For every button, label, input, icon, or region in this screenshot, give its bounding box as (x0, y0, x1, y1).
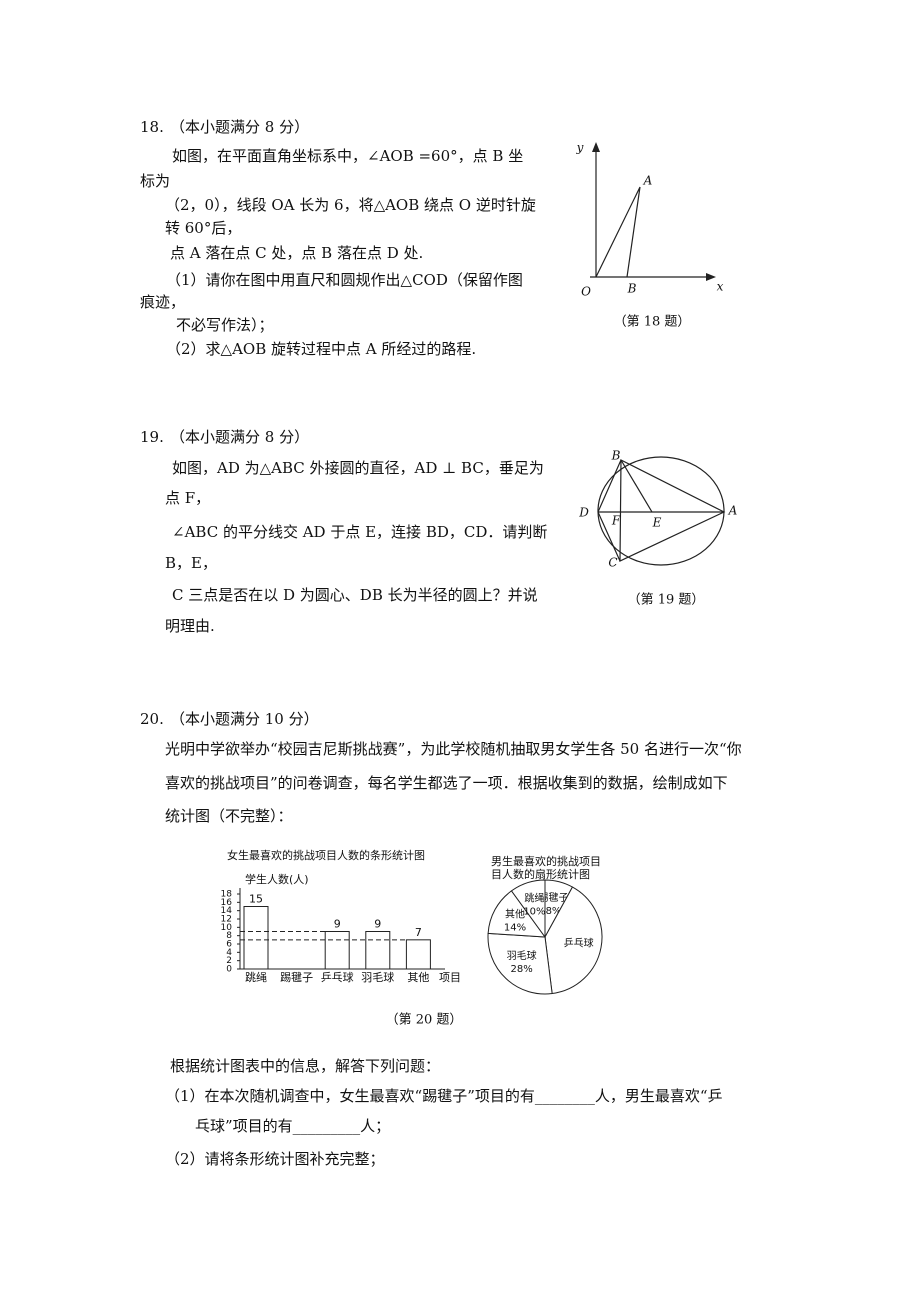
point-label: O (581, 285, 591, 299)
problem-score: （本小题满分 8 分） (170, 118, 309, 136)
bar (324, 931, 350, 970)
y-tick-label: 6 (226, 940, 232, 950)
text-line: ∠ABC 的平分线交 AD 于点 E，连接 BD，CD．请判断 (172, 523, 547, 541)
text-line: 根据统计图表中的信息，解答下列问题： (170, 1057, 440, 1075)
slice-value: 28% (510, 964, 532, 975)
text-line: 标为 (140, 172, 170, 190)
text-line: 点 A 落在点 C 处，点 B 落在点 D 处. (170, 244, 423, 262)
pie-slice (544, 886, 603, 995)
text-line: （2，0），线段 OA 长为 6，将△AOB 绕点 O 逆时针旋 (165, 196, 536, 214)
problem-number: 20. (140, 710, 164, 728)
text-line: 如图，在平面直角坐标系中，∠AOB =60°，点 B 坐 (172, 147, 523, 165)
text-line: 如图，AD 为△ABC 外接圆的直径，AD ⊥ BC，垂足为 (172, 459, 544, 477)
point-label: A (643, 174, 653, 188)
text-line: 统计图（不完整）： (165, 807, 293, 825)
point-label: B (611, 449, 621, 463)
slice-value: 10% (523, 906, 545, 917)
x-tick-label: 跳绳 (245, 970, 267, 984)
text-line: （1）请你在图中用直尺和圆规作出△COD（保留作图 (166, 271, 523, 289)
text-line: （2）请将条形统计图补充完整； (165, 1150, 385, 1168)
slice-label: 踢毽子 (539, 891, 569, 904)
y-tick-label: 14 (221, 906, 233, 916)
slice-label: 羽毛球 (507, 949, 537, 962)
segment (597, 459, 622, 562)
point-label: F (611, 514, 621, 528)
value-label: 15 (249, 893, 263, 906)
text-line: 转 60°后， (165, 219, 241, 237)
point-label: B (627, 282, 637, 296)
x-tick-label: 羽毛球 (361, 970, 394, 984)
y-tick-label: 0 (226, 965, 232, 975)
problem-number: 18. (140, 118, 164, 136)
caption: （第 18 题） (614, 315, 691, 330)
text-line: （2）求△AOB 旋转过程中点 A 所经过的路程. (166, 340, 476, 358)
axis-label: 项目 (439, 971, 461, 984)
text-line: 乓球”项目的有_________人； (195, 1117, 390, 1135)
figure-19 (597, 456, 726, 566)
y-tick-label: 16 (221, 898, 233, 908)
triangle (619, 459, 726, 562)
point-label: A (728, 504, 738, 518)
problem-score: （本小题满分 8 分） (170, 428, 309, 446)
pie-slice (510, 879, 546, 939)
slice-value: 14% (504, 923, 526, 934)
slice-label: 跳绳 (524, 891, 544, 904)
bisector (620, 459, 653, 513)
chart-title: 女生最喜欢的挑战项目人数的条形统计图 (227, 848, 425, 862)
arrow (706, 273, 716, 281)
y-tick-label: 10 (221, 923, 233, 933)
caption: （第 20 题） (386, 1013, 463, 1028)
bar (405, 939, 431, 970)
arrow (592, 142, 600, 152)
chart-title: 男生最喜欢的挑战项目 (491, 854, 601, 868)
x-tick-label: 其他 (407, 971, 429, 984)
text-line: 喜欢的挑战项目”的问卷调查，每名学生都选了一项．根据收集到的数据，绘制成如下 (165, 774, 728, 792)
y-tick-label: 12 (221, 915, 232, 925)
problem-score: （本小题满分 10 分） (170, 710, 319, 728)
bar (365, 931, 391, 970)
text-line: （1）在本次随机调查中，女生最喜欢“踢毽子”项目的有________人，男生最喜… (165, 1087, 723, 1105)
bar (243, 906, 269, 970)
y-tick-label: 8 (226, 931, 232, 941)
axis-label: 学生人数(人) (245, 872, 309, 886)
y-tick-label: 18 (221, 890, 233, 900)
point-label: x (717, 280, 724, 294)
x-tick-label: 踢毽子 (280, 970, 313, 984)
text-line: 痕迹， (140, 293, 185, 311)
point-label: E (652, 516, 662, 530)
point-label: C (608, 556, 617, 570)
problem-number: 19. (140, 428, 164, 446)
caption: （第 19 题） (628, 593, 705, 608)
value-label: 7 (415, 926, 422, 939)
value-label: 9 (374, 918, 381, 931)
text-line: 点 F， (165, 489, 210, 507)
slice-value: 8% (546, 906, 562, 917)
text-line: B，E， (165, 554, 217, 572)
slice-label: 其他 (505, 908, 525, 921)
figure-18 (590, 142, 716, 281)
chart-title: 目人数的扇形统计图 (491, 867, 590, 881)
text-line: C 三点是否在以 D 为圆心、DB 长为半径的圆上？并说 (172, 586, 538, 604)
text-line: 明理由. (165, 617, 215, 635)
y-tick-label: 2 (226, 956, 232, 966)
value-label: 9 (334, 918, 341, 931)
x-tick-label: 乒乓球 (321, 970, 354, 984)
slice-label: 乒乓球 (564, 936, 594, 949)
pie-slice (487, 932, 553, 995)
point-label: y (576, 141, 584, 155)
y-tick-label: 4 (226, 948, 232, 958)
triangle (595, 186, 641, 278)
text-line: 不必写作法）； (176, 316, 274, 334)
text-line: 光明中学欲举办“校园吉尼斯挑战赛”，为此学校随机抽取男女学生各 50 名进行一次… (165, 740, 742, 758)
point-label: D (578, 506, 589, 520)
